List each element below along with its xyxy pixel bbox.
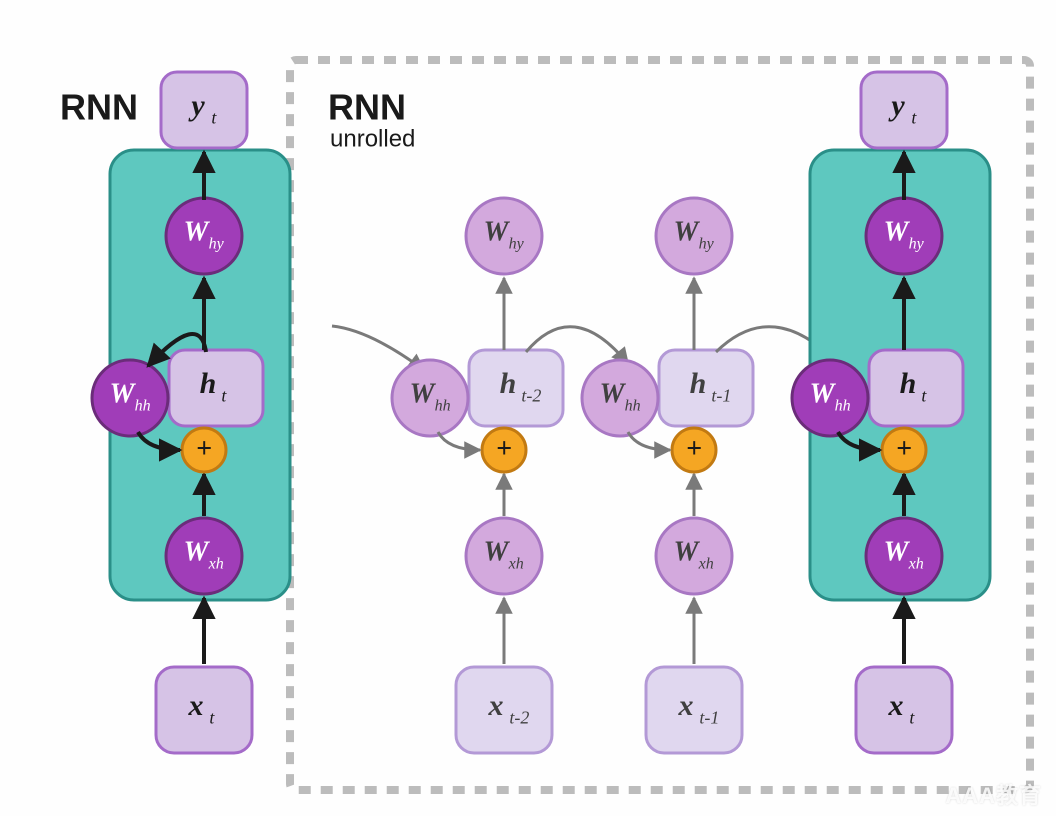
svg-text:W: W xyxy=(184,536,211,567)
svg-text:W: W xyxy=(410,378,437,409)
svg-text:+: + xyxy=(496,433,512,464)
svg-text:+: + xyxy=(686,433,702,464)
curve-arrow xyxy=(332,326,424,370)
svg-text:h: h xyxy=(900,367,917,400)
svg-text:x: x xyxy=(488,689,504,722)
svg-text:W: W xyxy=(884,536,911,567)
title-rnn: RNN xyxy=(60,87,138,128)
svg-text:y: y xyxy=(888,89,905,122)
svg-text:y: y xyxy=(188,89,205,122)
svg-text:h: h xyxy=(200,367,217,400)
svg-text:hh: hh xyxy=(625,398,641,415)
svg-text:hy: hy xyxy=(909,236,925,253)
svg-text:hh: hh xyxy=(835,398,851,415)
svg-text:t-1: t-1 xyxy=(699,708,719,728)
svg-text:W: W xyxy=(674,536,701,567)
svg-text:h: h xyxy=(690,367,707,400)
svg-text:x: x xyxy=(188,689,204,722)
watermark: AAA教育 xyxy=(945,778,1042,810)
svg-text:x: x xyxy=(888,689,904,722)
svg-text:t-2: t-2 xyxy=(521,386,541,406)
subtitle-unrolled: unrolled xyxy=(330,125,415,152)
svg-text:xh: xh xyxy=(698,556,714,573)
svg-text:W: W xyxy=(600,378,627,409)
svg-text:h: h xyxy=(500,367,517,400)
svg-text:W: W xyxy=(484,216,511,247)
svg-text:hy: hy xyxy=(699,236,715,253)
svg-text:xh: xh xyxy=(908,556,924,573)
svg-text:+: + xyxy=(196,433,212,464)
svg-text:hh: hh xyxy=(435,398,451,415)
svg-text:W: W xyxy=(484,536,511,567)
svg-text:W: W xyxy=(674,216,701,247)
svg-text:W: W xyxy=(110,378,137,409)
x-box xyxy=(456,667,552,753)
svg-text:xh: xh xyxy=(508,556,524,573)
svg-text:hh: hh xyxy=(135,398,151,415)
x-box xyxy=(856,667,952,753)
svg-text:W: W xyxy=(184,216,211,247)
svg-text:xh: xh xyxy=(208,556,224,573)
svg-text:hy: hy xyxy=(509,236,525,253)
title-rnn-unrolled: RNN xyxy=(328,87,406,128)
svg-text:t-2: t-2 xyxy=(509,708,529,728)
svg-text:t-1: t-1 xyxy=(711,386,731,406)
x-box xyxy=(156,667,252,753)
svg-text:x: x xyxy=(678,689,694,722)
svg-text:W: W xyxy=(884,216,911,247)
svg-text:hy: hy xyxy=(209,236,225,253)
svg-text:+: + xyxy=(896,433,912,464)
svg-text:W: W xyxy=(810,378,837,409)
x-box xyxy=(646,667,742,753)
